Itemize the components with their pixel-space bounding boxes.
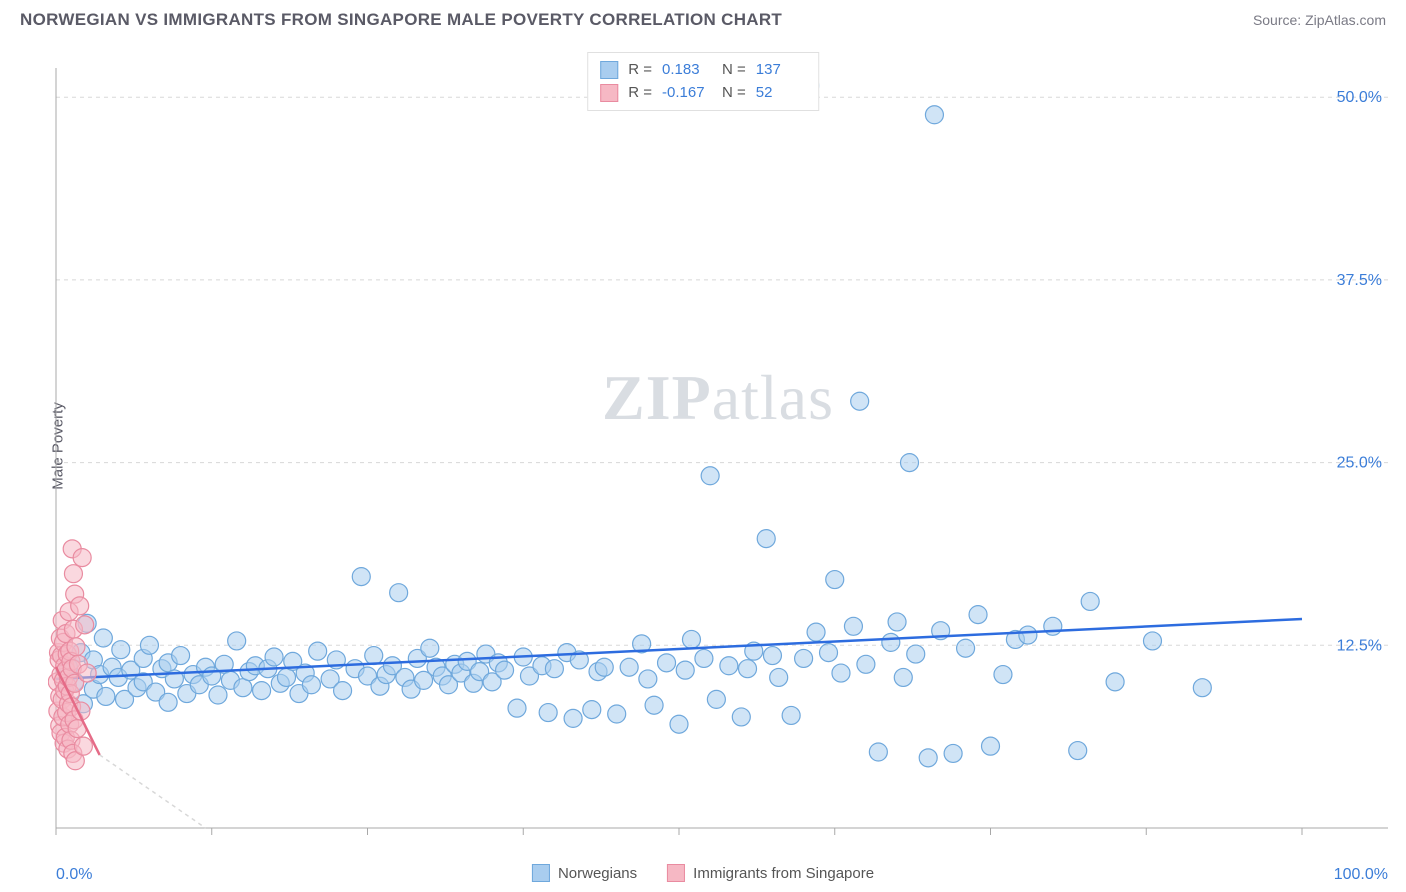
swatch-norwegians <box>532 864 550 882</box>
source-label: Source: ZipAtlas.com <box>1253 12 1386 28</box>
header: NORWEGIAN VS IMMIGRANTS FROM SINGAPORE M… <box>0 0 1406 36</box>
r-value-singapore: -0.167 <box>662 82 712 105</box>
svg-text:37.5%: 37.5% <box>1337 272 1382 289</box>
scatter-plot: 12.5% 25.0% 37.5% 50.0% <box>48 48 1388 844</box>
r-value-norwegians: 0.183 <box>662 59 712 82</box>
legend-row-singapore: R = -0.167 N = 52 <box>600 82 806 105</box>
svg-text:12.5%: 12.5% <box>1337 637 1382 654</box>
n-label: N = <box>722 59 746 82</box>
n-value-norwegians: 137 <box>756 59 806 82</box>
n-label: N = <box>722 82 746 105</box>
swatch-singapore <box>600 84 618 102</box>
legend-item-singapore: Immigrants from Singapore <box>667 864 874 882</box>
series-legend: Norwegians Immigrants from Singapore <box>532 864 874 882</box>
page-title: NORWEGIAN VS IMMIGRANTS FROM SINGAPORE M… <box>20 10 782 30</box>
svg-text:50.0%: 50.0% <box>1337 89 1382 106</box>
r-label: R = <box>628 82 652 105</box>
r-label: R = <box>628 59 652 82</box>
legend-label-singapore: Immigrants from Singapore <box>693 865 874 882</box>
svg-text:25.0%: 25.0% <box>1337 455 1382 472</box>
legend-row-norwegians: R = 0.183 N = 137 <box>600 59 806 82</box>
swatch-norwegians <box>600 61 618 79</box>
legend-item-norwegians: Norwegians <box>532 864 637 882</box>
x-axis-min-label: 0.0% <box>56 866 92 884</box>
legend-label-norwegians: Norwegians <box>558 865 637 882</box>
chart-area: ZIPatlas 12.5%25.0%37.5%50.0% <box>48 48 1388 844</box>
swatch-singapore <box>667 864 685 882</box>
n-value-singapore: 52 <box>756 82 806 105</box>
correlation-legend: R = 0.183 N = 137 R = -0.167 N = 52 <box>587 52 819 111</box>
x-axis-max-label: 100.0% <box>1334 866 1388 884</box>
